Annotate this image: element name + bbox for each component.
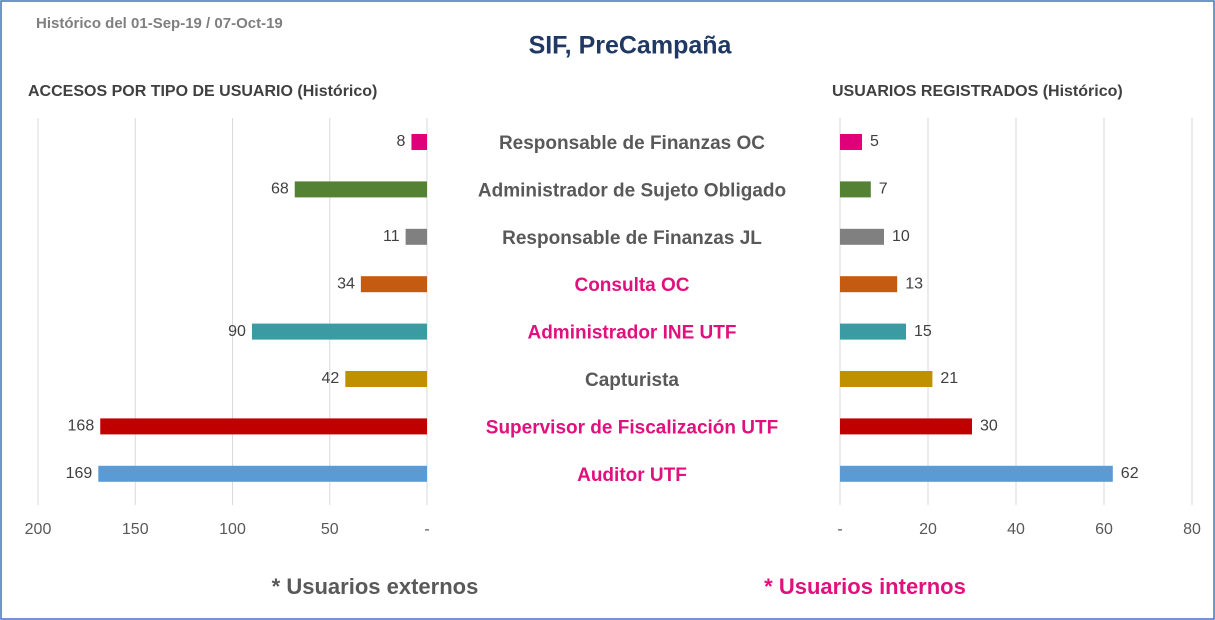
chart-title: SIF, PreCampaña [529, 32, 733, 60]
value-label: 21 [940, 370, 958, 387]
value-label: 34 [337, 275, 355, 292]
x-tick-label: 50 [321, 521, 339, 538]
category-label: Responsable de Finanzas JL [502, 228, 762, 249]
category-label: Capturista [585, 370, 679, 391]
category-label: Auditor UTF [577, 465, 687, 486]
bar [840, 371, 933, 387]
bar [411, 134, 427, 150]
value-label: 62 [1121, 465, 1139, 482]
x-tick-label: - [837, 521, 842, 538]
value-label: 15 [914, 323, 932, 340]
value-label: 68 [271, 181, 289, 198]
category-label: Supervisor de Fiscalización UTF [486, 417, 778, 438]
bar [840, 418, 972, 435]
legend-label: * Usuarios internos [764, 574, 966, 599]
bar [840, 276, 898, 293]
category-label: Consulta OC [574, 275, 689, 296]
x-tick-label: 20 [919, 521, 937, 538]
x-tick-label: - [424, 521, 429, 538]
bar [345, 371, 427, 387]
x-tick-label: 40 [1007, 521, 1025, 538]
value-label: 169 [66, 465, 93, 482]
bar [840, 228, 884, 245]
x-tick-label: 100 [219, 521, 246, 538]
bar [840, 134, 862, 150]
value-label: 11 [383, 228, 400, 245]
bar [98, 465, 428, 482]
value-label: 13 [905, 275, 923, 292]
right-chart-title: USUARIOS REGISTRADOS (Histórico) [832, 83, 1123, 100]
category-label: Administrador de Sujeto Obligado [478, 180, 786, 201]
subtitle: Histórico del 01-Sep-19 / 07-Oct-19 [36, 15, 283, 32]
bar [360, 276, 427, 293]
x-tick-label: 80 [1183, 521, 1201, 538]
value-label: 90 [228, 323, 246, 340]
bar [840, 465, 1113, 482]
category-label: Responsable de Finanzas OC [499, 133, 765, 154]
value-label: 7 [879, 181, 888, 198]
value-label: 10 [892, 228, 910, 245]
value-label: 5 [870, 133, 879, 150]
x-tick-label: 200 [25, 521, 52, 538]
x-tick-label: 150 [122, 521, 149, 538]
category-label: Administrador INE UTF [527, 323, 736, 344]
x-tick-label: 60 [1095, 521, 1113, 538]
bar [100, 418, 428, 435]
legend-label: * Usuarios externos [272, 574, 479, 599]
bar [405, 228, 427, 245]
value-label: 42 [322, 370, 340, 387]
bar [294, 181, 427, 198]
value-label: 168 [68, 418, 95, 435]
value-label: 30 [980, 418, 998, 435]
left-chart-title: ACCESOS POR TIPO DE USUARIO (Histórico) [28, 83, 377, 100]
value-label: 8 [397, 133, 406, 150]
bar [251, 323, 427, 340]
bar [840, 323, 906, 340]
bar [840, 181, 871, 198]
